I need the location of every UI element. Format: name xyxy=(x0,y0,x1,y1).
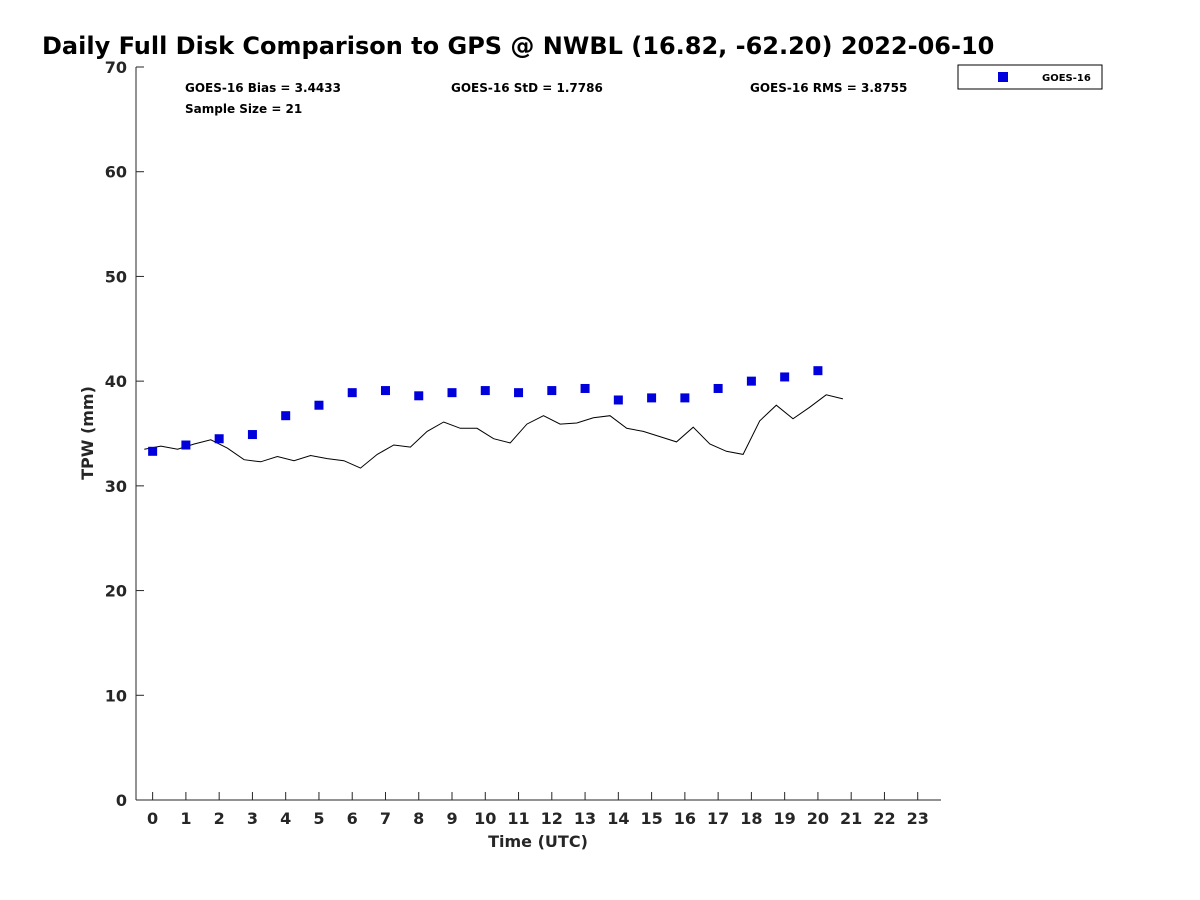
goes16-point xyxy=(214,434,224,444)
x-axis-label: Time (UTC) xyxy=(488,832,588,851)
goes16-point xyxy=(447,388,457,398)
y-tick-label: 40 xyxy=(105,372,127,391)
y-tick-label: 50 xyxy=(105,267,127,286)
x-tick-label: 20 xyxy=(807,809,829,828)
goes16-point xyxy=(347,388,357,398)
y-tick-label: 60 xyxy=(105,163,127,182)
goes16-point xyxy=(680,393,690,403)
x-tick-label: 6 xyxy=(347,809,358,828)
std-stat: GOES-16 StD = 1.7786 xyxy=(451,81,603,95)
y-axis-label: TPW (mm) xyxy=(78,386,97,480)
goes16-point xyxy=(480,386,490,396)
x-tick-label: 23 xyxy=(907,809,929,828)
legend-marker xyxy=(998,72,1008,82)
goes16-point xyxy=(713,383,723,393)
goes16-point xyxy=(547,386,557,396)
legend: GOES-16 xyxy=(957,64,1103,90)
goes16-point xyxy=(181,440,191,450)
bias-stat: GOES-16 Bias = 3.4433 xyxy=(185,81,341,95)
goes16-point xyxy=(613,395,623,405)
goes16-point xyxy=(380,386,390,396)
goes16-point xyxy=(813,366,823,376)
goes16-point xyxy=(247,430,257,440)
x-tick-label: 14 xyxy=(607,809,629,828)
x-tick-label: 4 xyxy=(280,809,291,828)
goes16-point xyxy=(314,400,324,410)
y-tick-label: 10 xyxy=(105,686,127,705)
x-tick-label: 17 xyxy=(707,809,729,828)
goes16-point xyxy=(514,388,524,398)
x-tick-label: 3 xyxy=(247,809,258,828)
goes16-point xyxy=(647,393,657,403)
legend-box xyxy=(957,64,1103,90)
goes16-point xyxy=(746,376,756,386)
x-tick-label: 10 xyxy=(474,809,496,828)
x-tick-label: 15 xyxy=(640,809,662,828)
y-tick-label: 70 xyxy=(105,58,127,77)
goes16-point xyxy=(414,391,424,401)
x-tick-label: 16 xyxy=(674,809,696,828)
goes16-point xyxy=(281,411,291,421)
y-tick-label: 20 xyxy=(105,582,127,601)
x-tick-label: 22 xyxy=(873,809,895,828)
x-tick-label: 13 xyxy=(574,809,596,828)
goes16-point xyxy=(148,446,158,456)
x-tick-label: 5 xyxy=(313,809,324,828)
x-tick-label: 8 xyxy=(413,809,424,828)
legend-label: GOES-16 xyxy=(1042,73,1091,84)
x-tick-label: 1 xyxy=(180,809,191,828)
gps-line xyxy=(144,394,844,469)
rms-stat: GOES-16 RMS = 3.8755 xyxy=(750,81,907,95)
x-tick-label: 7 xyxy=(380,809,391,828)
x-tick-label: 12 xyxy=(541,809,563,828)
sample-size-stat: Sample Size = 21 xyxy=(185,102,302,116)
chart-title: Daily Full Disk Comparison to GPS @ NWBL… xyxy=(42,32,994,60)
goes16-point xyxy=(780,372,790,382)
goes16-point xyxy=(580,383,590,393)
x-tick-label: 0 xyxy=(147,809,158,828)
x-tick-label: 9 xyxy=(446,809,457,828)
y-tick-label: 30 xyxy=(105,477,127,496)
y-tick-label: 0 xyxy=(116,791,127,810)
x-tick-label: 2 xyxy=(214,809,225,828)
x-tick-label: 18 xyxy=(740,809,762,828)
x-tick-label: 21 xyxy=(840,809,862,828)
x-tick-label: 11 xyxy=(507,809,529,828)
x-tick-label: 19 xyxy=(774,809,796,828)
